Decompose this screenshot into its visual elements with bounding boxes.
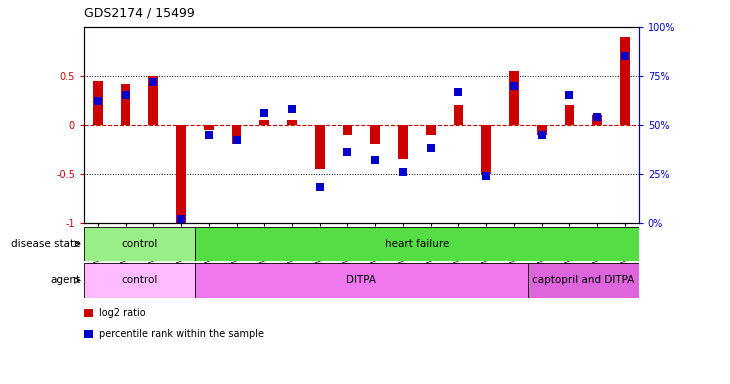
Bar (84, 227, 195, 261)
Point (92, 98, 104, 104)
Text: percentile rank within the sample: percentile rank within the sample (99, 329, 264, 339)
Bar (176, 125, 186, 223)
Point (147, 79, 159, 85)
Bar (426, 125, 436, 135)
Bar (592, 115, 602, 125)
Point (369, 157, 381, 163)
Bar (537, 125, 547, 135)
Bar (398, 125, 408, 159)
Bar (509, 71, 519, 125)
Bar (287, 120, 297, 125)
Point (286, 106, 298, 112)
Point (425, 145, 437, 151)
Point (591, 114, 603, 120)
Point (564, 92, 575, 98)
Bar (259, 120, 269, 125)
Bar (564, 105, 575, 125)
Text: heart failure: heart failure (385, 239, 449, 249)
Bar (195, 263, 528, 298)
Point (453, 88, 464, 94)
Bar (93, 81, 103, 125)
Text: DITPA: DITPA (346, 275, 377, 285)
Point (619, 53, 631, 59)
Bar (342, 125, 353, 135)
Bar (370, 125, 380, 144)
Text: captopril and DITPA: captopril and DITPA (532, 275, 634, 285)
Bar (315, 125, 325, 169)
Text: control: control (121, 275, 158, 285)
Point (203, 131, 215, 138)
Point (314, 184, 326, 190)
Text: disease state: disease state (11, 239, 80, 249)
Bar (204, 125, 214, 130)
Bar (120, 84, 131, 125)
Bar (620, 37, 630, 125)
Bar (528, 263, 639, 298)
Text: control: control (121, 239, 158, 249)
Text: GDS2174 / 15499: GDS2174 / 15499 (84, 6, 195, 19)
Bar (84, 263, 195, 298)
Point (342, 149, 353, 155)
Point (480, 173, 492, 179)
Text: log2 ratio: log2 ratio (99, 308, 145, 318)
Bar (453, 105, 464, 125)
Bar (195, 227, 639, 261)
Bar (148, 76, 158, 125)
Bar (231, 125, 242, 144)
Bar (481, 125, 491, 174)
Point (258, 110, 270, 116)
Text: agent: agent (50, 275, 80, 285)
Point (508, 83, 520, 89)
Point (120, 92, 131, 98)
Point (536, 131, 548, 138)
Point (175, 216, 187, 222)
Point (231, 137, 242, 144)
Point (397, 169, 409, 175)
